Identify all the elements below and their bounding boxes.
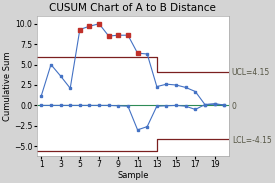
Title: CUSUM Chart of A to B Distance: CUSUM Chart of A to B Distance [49,3,216,14]
X-axis label: Sample: Sample [117,171,148,180]
Y-axis label: Cumulative Sum: Cumulative Sum [4,51,12,121]
